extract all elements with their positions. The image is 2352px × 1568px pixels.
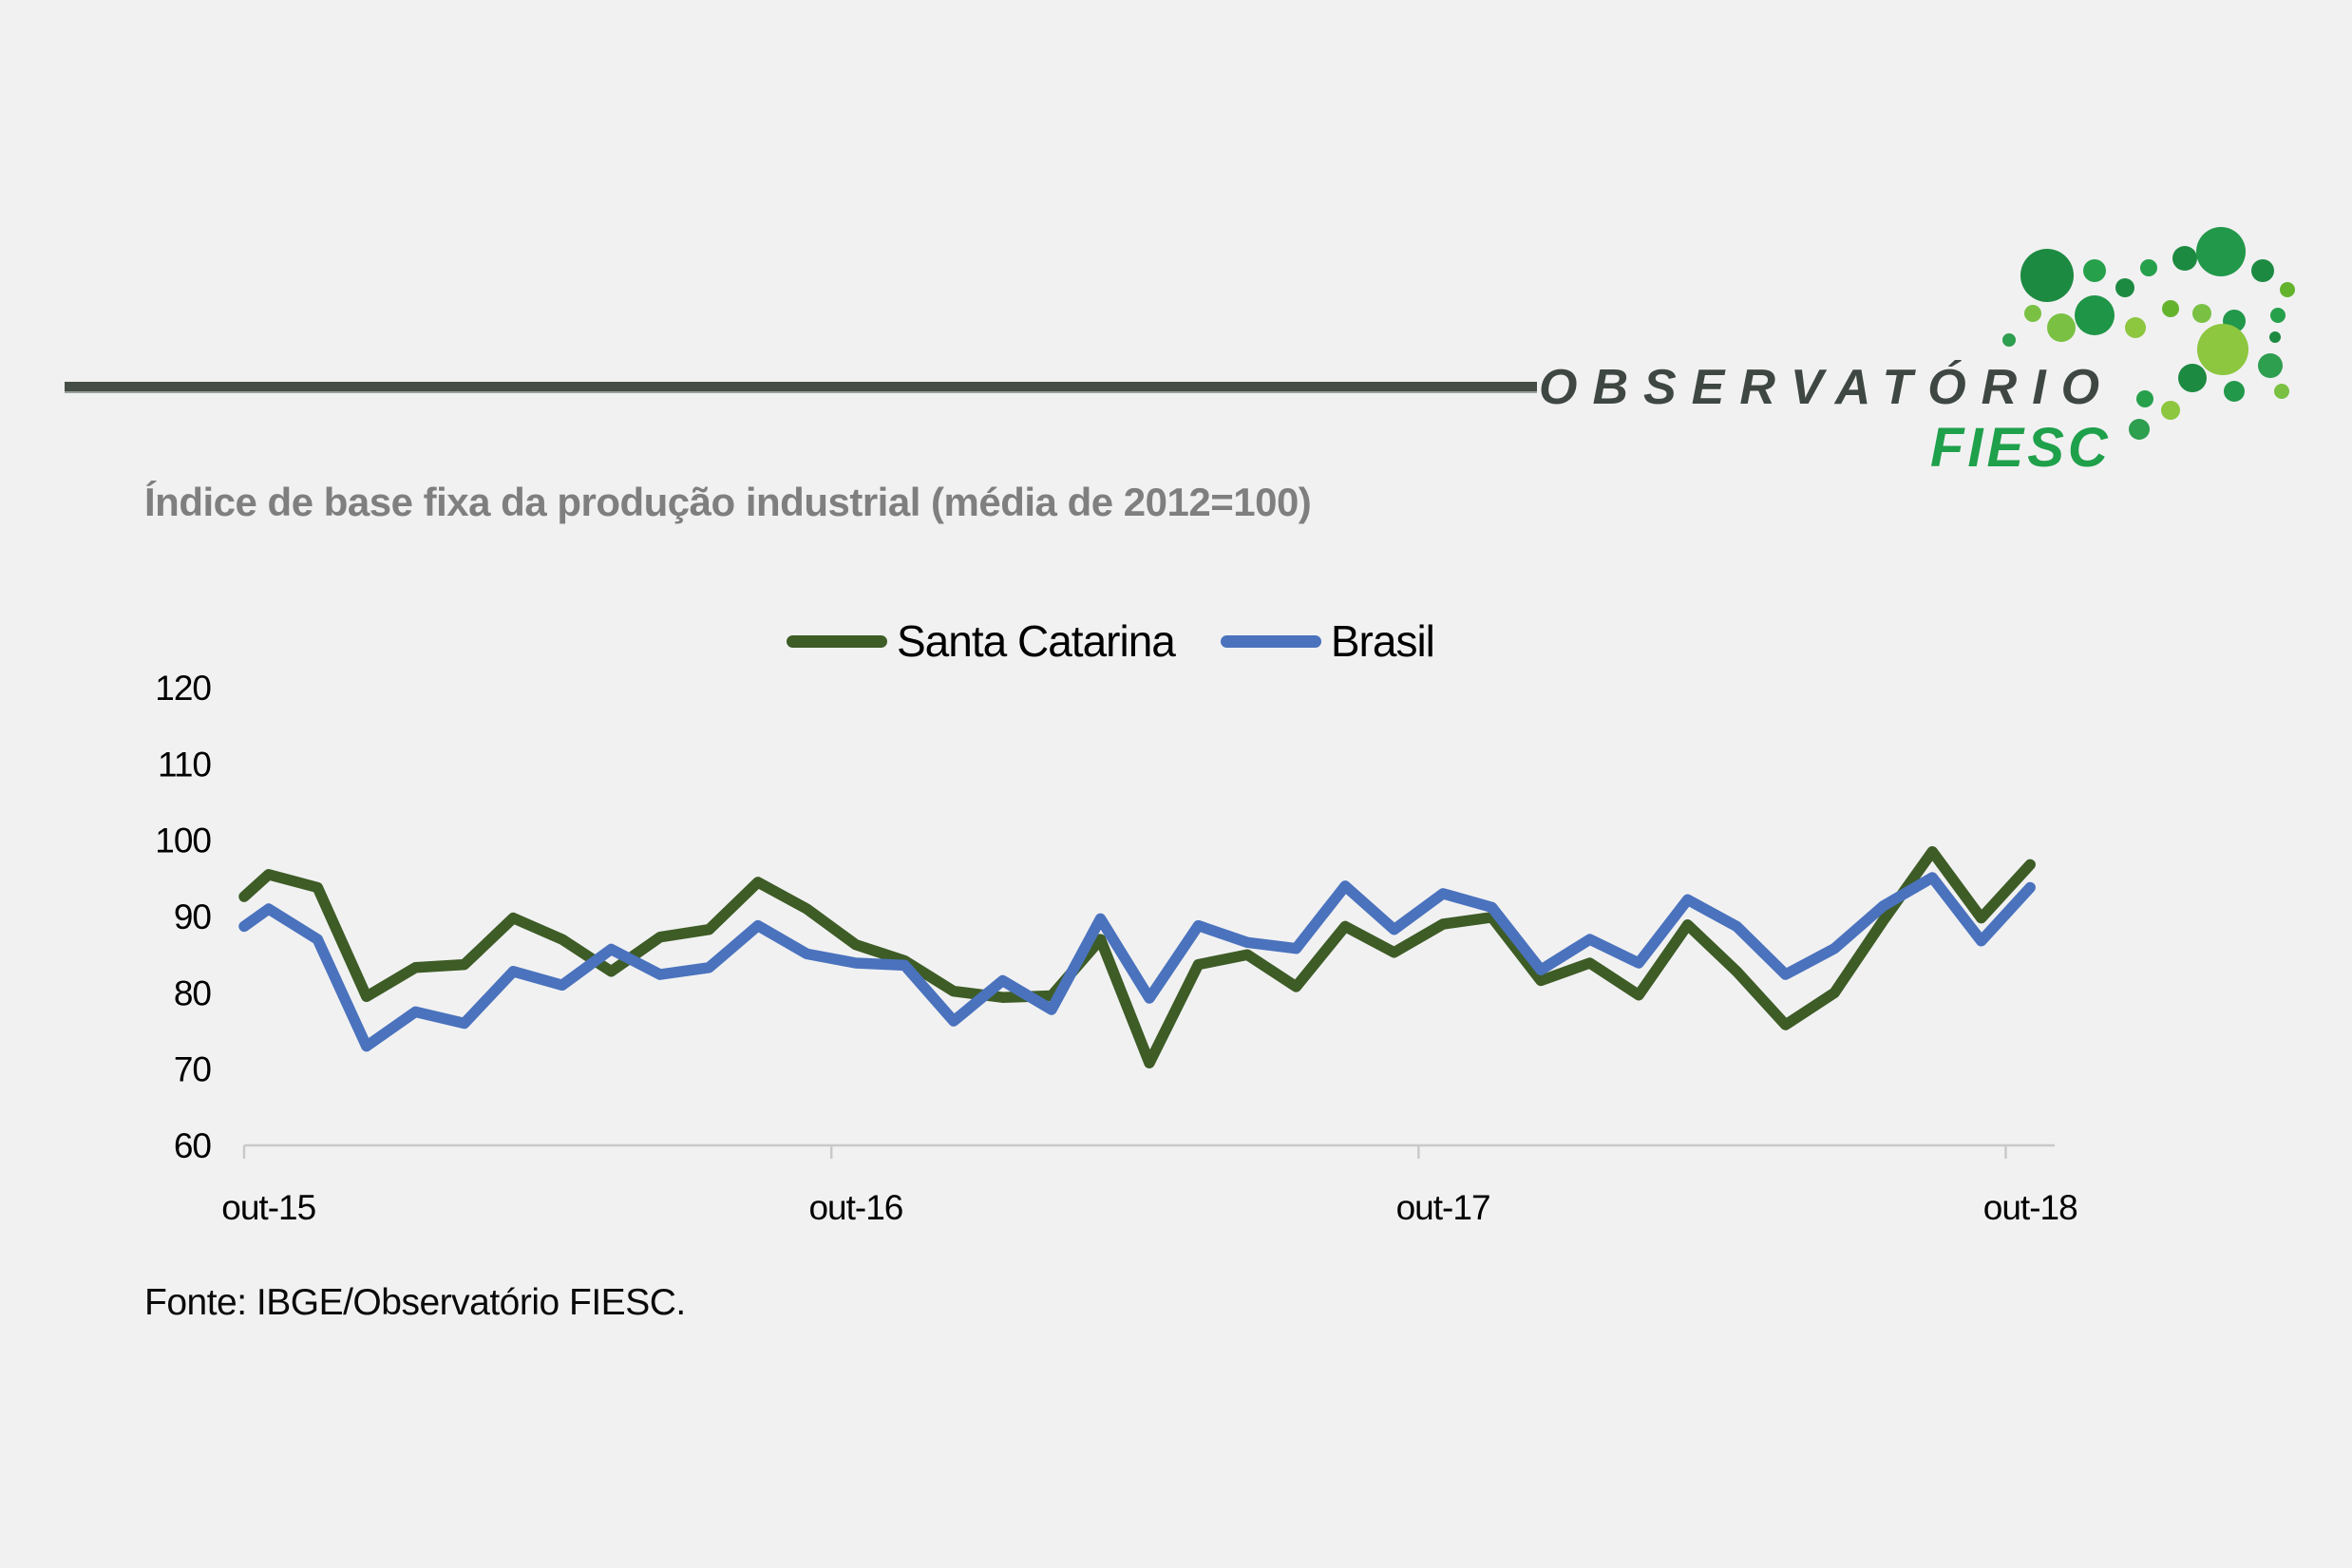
chart-title: Índice de base fixa da produção industri… <box>144 480 1312 524</box>
legend-swatch-icon <box>1220 634 1321 648</box>
logo-dot <box>2115 278 2134 297</box>
logo-dot <box>2083 259 2106 282</box>
y-axis-tick-label: 120 <box>155 669 211 708</box>
legend-label: Brasil <box>1330 616 1435 666</box>
logo-dot <box>2140 259 2157 276</box>
logo-dot <box>2196 227 2246 276</box>
logo-map-dots-icon <box>2002 227 2295 440</box>
legend-item-brasil: Brasil <box>1220 615 1435 667</box>
logo-dot <box>2251 259 2274 282</box>
logo-dot <box>2047 313 2076 342</box>
logo-dot <box>2258 353 2283 378</box>
header-divider-line <box>65 382 1537 393</box>
logo-dot <box>2224 381 2245 402</box>
x-axis-tick-label: out-15 <box>221 1188 315 1227</box>
logo-dot <box>2020 249 2074 302</box>
legend-swatch-icon <box>787 634 887 648</box>
x-axis-tick-label: out-16 <box>808 1188 902 1227</box>
logo-dot <box>2274 384 2289 399</box>
logo-dot <box>2024 305 2041 322</box>
logo-dot <box>2280 282 2295 297</box>
logo-dot <box>2178 364 2207 392</box>
y-axis-tick-label: 90 <box>174 897 212 936</box>
logo-dot <box>2136 390 2153 407</box>
logo-wordmark-fiesc: FIESC <box>1930 417 2112 479</box>
logo-dot <box>2162 300 2179 317</box>
logo-dot <box>2269 331 2281 343</box>
logo-dot <box>2129 419 2150 440</box>
logo-dot <box>2172 246 2197 271</box>
x-axis-tick-label: out-17 <box>1396 1188 1490 1227</box>
logo-dot <box>2002 333 2016 347</box>
legend-item-santa-catarina: Santa Catarina <box>787 615 1176 667</box>
logo-dot <box>2075 295 2115 335</box>
y-axis-tick-label: 110 <box>158 745 211 784</box>
x-axis-tick-label: out-18 <box>1983 1188 2077 1227</box>
legend-label: Santa Catarina <box>897 616 1176 666</box>
series-line-brasil <box>238 872 2036 1052</box>
logo-dot <box>2125 317 2146 338</box>
y-axis-tick-label: 80 <box>174 973 212 1012</box>
source-note: Fonte: IBGE/Observatório FIESC. <box>144 1282 686 1323</box>
y-axis-tick-label: 70 <box>174 1050 212 1089</box>
series-line-santa-catarina <box>238 845 2036 1068</box>
y-axis-tick-label: 60 <box>174 1126 212 1165</box>
logo-wordmark-observatorio: OBSERVATÓRIO <box>1539 360 2115 415</box>
chart-legend: Santa Catarina Brasil <box>787 615 1435 667</box>
logo-dot <box>2270 308 2286 323</box>
logo-dot <box>2161 401 2180 420</box>
y-axis-tick-label: 100 <box>155 822 211 860</box>
logo-dot <box>2197 324 2248 375</box>
logo-dot <box>2192 304 2211 323</box>
